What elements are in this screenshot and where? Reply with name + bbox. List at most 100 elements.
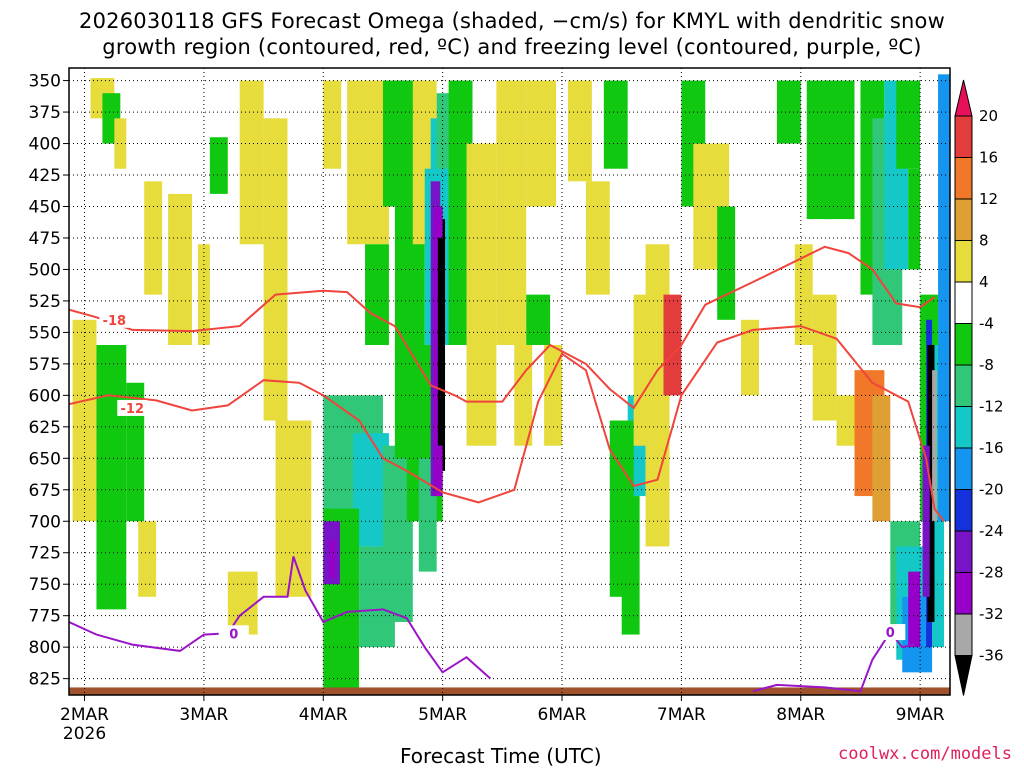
- terrain-strip: [69, 687, 950, 695]
- colorbar-swatch: [954, 613, 973, 656]
- colorbar-tick-label: -12: [979, 398, 1004, 416]
- colorbar-swatch: [954, 406, 973, 449]
- shading-patch: [938, 74, 950, 522]
- plot-frame: [68, 67, 951, 696]
- shading-patch: [908, 168, 921, 270]
- chart-title: 2026030118 GFS Forecast Omega (shaded, −…: [0, 8, 1024, 60]
- y-tick-label: 350: [29, 72, 61, 92]
- shading-patch: [168, 193, 192, 345]
- colorbar-tick-label: -28: [979, 564, 1004, 582]
- shading-patch: [896, 80, 921, 169]
- shading-patch: [621, 496, 640, 635]
- y-tick-label: 675: [29, 481, 61, 501]
- freezing-level-contour-label-bg: [218, 625, 249, 642]
- dendritic-contour-label-bg: [99, 311, 130, 328]
- shading-patch: [329, 540, 336, 578]
- shading-patch: [603, 80, 628, 169]
- colorbar-tick-label: 20: [979, 107, 998, 125]
- shading-patch: [275, 420, 312, 597]
- shading-patch: [96, 344, 127, 610]
- colorbar-swatch: [954, 364, 973, 407]
- title-line-2: growth region (contoured, red, ºC) and f…: [102, 35, 922, 59]
- colorbar-swatch: [954, 240, 973, 283]
- x-tick-label: 8MAR: [776, 705, 825, 725]
- x-tick-label: 3MAR: [179, 705, 228, 725]
- shading-patch: [437, 237, 443, 446]
- shading-patch: [114, 118, 127, 169]
- shading-patch: [776, 80, 801, 144]
- colorbar-swatch: [954, 447, 973, 490]
- freezing-level-contour-label-bg: [875, 624, 906, 641]
- y-tick-label: 700: [29, 512, 61, 532]
- colorbar-cap-bottom: [954, 655, 973, 696]
- colorbar-tick-label: -4: [979, 315, 994, 333]
- y-tick-label: 575: [29, 355, 61, 375]
- colorbar-swatch: [954, 281, 973, 324]
- shading-patch: [663, 294, 682, 396]
- contour-lines: -18 -12 0 0: [69, 245, 945, 693]
- y-tick-label: 800: [29, 638, 61, 658]
- axes: 350 375 400 425 450 475 500 525 550 575 600 625 650 6…: [29, 67, 951, 744]
- shading-patch: [526, 294, 551, 345]
- shading-patch: [812, 294, 837, 421]
- x-tick-label: 6MAR: [538, 705, 587, 725]
- shading-patch: [466, 143, 497, 446]
- shading-patch: [741, 319, 759, 396]
- x-tick-label: 5MAR: [418, 705, 467, 725]
- colorbar-swatch: [954, 530, 973, 573]
- colorbar-tick-label: 4: [979, 273, 989, 291]
- shading-patch: [514, 344, 533, 446]
- y-tick-label: 450: [29, 197, 61, 217]
- x-axis-label: Forecast Time (UTC): [400, 744, 602, 768]
- dendritic-contour: [69, 325, 945, 522]
- shading-patch: [197, 244, 210, 345]
- shading-patch: [922, 445, 930, 597]
- dendritic-contour-label: -12: [121, 402, 145, 417]
- shading-patch: [126, 382, 145, 522]
- y-tick-label: 825: [29, 670, 61, 690]
- shading-patch: [496, 80, 527, 345]
- dendritic-contour-label-bg: [117, 399, 148, 416]
- colorbar-tick-label: -32: [979, 605, 1004, 623]
- credit-text: coolwx.com/models: [838, 744, 1012, 764]
- colorbar-tick-label: -8: [979, 356, 994, 374]
- shading-patch: [365, 244, 389, 345]
- dendritic-contour: [69, 245, 936, 410]
- y-tick-label: 550: [29, 323, 61, 343]
- y-tick-label: 600: [29, 386, 61, 406]
- shading-patch: [239, 80, 264, 245]
- shading-patch: [227, 571, 258, 635]
- y-tick-label: 400: [29, 135, 61, 155]
- freezing-level-contour-label: 0: [886, 626, 895, 641]
- colorbar-tick-label: 12: [979, 190, 998, 208]
- y-tick-label: 650: [29, 449, 61, 469]
- x-tick-label: 4MAR: [299, 705, 348, 725]
- y-tick-label: 525: [29, 292, 61, 312]
- colorbar-swatch: [954, 323, 973, 366]
- y-tick-label: 475: [29, 229, 61, 249]
- colorbar-cap-top: [954, 79, 973, 117]
- shading-patch: [717, 206, 736, 320]
- grid-lines: [69, 68, 950, 695]
- y-tick-label: 750: [29, 575, 61, 595]
- shading-patch: [347, 80, 389, 245]
- y-tick-label: 425: [29, 166, 61, 186]
- shading-patch: [263, 118, 288, 421]
- colorbar-swatch: [954, 157, 973, 200]
- shading-patch: [908, 571, 921, 648]
- colorbar-tick-label: 8: [979, 232, 989, 250]
- freezing-level-contour-label: 0: [229, 627, 238, 642]
- shading-patch: [836, 395, 855, 446]
- freezing-level-contour: [69, 556, 492, 680]
- colorbar-tick-label: -16: [979, 439, 1004, 457]
- shading-patch: [794, 244, 813, 345]
- freezing-level-contour: [752, 630, 915, 693]
- y-tick-label: 500: [29, 260, 61, 280]
- colorbar-swatch: [954, 115, 973, 158]
- colorbar-swatch: [954, 489, 973, 532]
- colorbar-swatch: [954, 572, 973, 615]
- y-tick-label: 375: [29, 103, 61, 123]
- y-tick-label: 725: [29, 544, 61, 564]
- y-tick-label: 775: [29, 607, 61, 627]
- colorbar-swatch: [954, 198, 973, 241]
